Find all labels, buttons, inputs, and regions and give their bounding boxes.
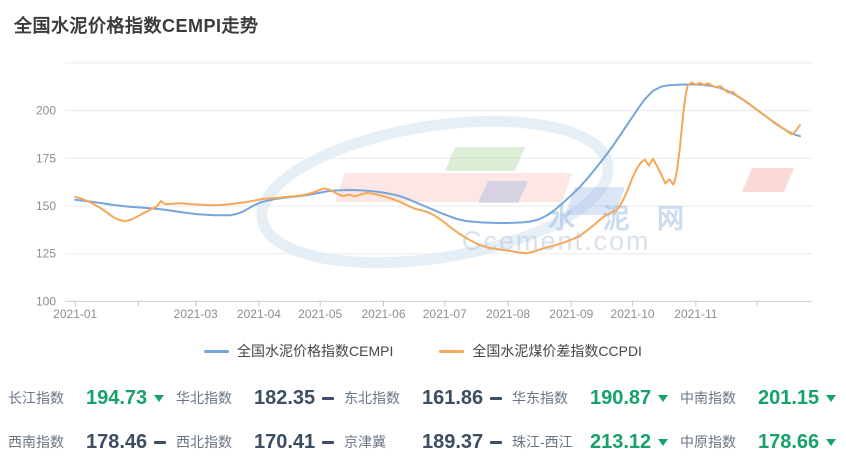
index-cell: 珠江-西江 213.12 <box>512 431 680 454</box>
indices-row-2: 西南指数 178.46 西北指数 170.41 京津冀 189.37 珠江-西江 213.12… <box>0 420 846 464</box>
x-axis-label: 2021-07 <box>423 307 467 321</box>
index-label: 东北指数 <box>344 390 400 406</box>
index-label: 华东指数 <box>512 390 568 406</box>
index-value: 161.86 <box>422 386 484 409</box>
watermark-en-text: Ccement.com <box>462 226 651 256</box>
watermark-shape <box>478 181 528 203</box>
trend-down-icon <box>826 438 837 446</box>
index-cell: 东北指数 161.86 <box>344 387 512 410</box>
y-axis-label: 175 <box>36 151 56 165</box>
index-label: 珠江-西江 <box>512 434 573 450</box>
watermark-shape <box>742 168 794 192</box>
watermark-swoosh-icon <box>256 115 614 269</box>
legend-label-cempi: 全国水泥价格指数CEMPI <box>237 343 394 359</box>
index-value: 213.12 <box>590 430 652 453</box>
index-cell: 西南指数 178.46 <box>8 431 176 454</box>
watermark-cn-text: 水 泥 网 <box>548 204 694 234</box>
index-cell: 华北指数 182.35 <box>176 387 344 410</box>
y-axis-label: 150 <box>36 199 56 213</box>
index-label: 长江指数 <box>8 390 64 406</box>
index-value: 201.15 <box>758 386 820 409</box>
y-axis-label: 100 <box>36 294 56 308</box>
x-axis-label: 2021-11 <box>674 307 717 321</box>
x-axis-label: 2021-03 <box>174 307 218 321</box>
index-value: 178.66 <box>758 430 820 453</box>
ccpdi-series-line <box>74 81 801 255</box>
index-label: 华北指数 <box>176 390 232 406</box>
index-label: 京津冀 <box>344 434 386 450</box>
index-label: 中南指数 <box>680 390 736 406</box>
trend-flat-icon <box>322 440 335 444</box>
x-axis-label: 2021-08 <box>486 307 530 321</box>
regional-indices-panel: 长江指数 194.73 华北指数 182.35 东北指数 161.86 华东指数 190.87… <box>0 376 846 464</box>
trend-flat-icon <box>154 440 167 444</box>
page-title: 全国水泥价格指数CEMPI走势 <box>14 16 259 36</box>
index-cell: 长江指数 194.73 <box>8 387 176 410</box>
legend-item-cempi[interactable]: 全国水泥价格指数CEMPI <box>204 341 393 361</box>
index-cell: 华东指数 190.87 <box>512 387 680 410</box>
ccpdi-line-swatch <box>439 349 465 353</box>
index-cell: 西北指数 170.41 <box>176 431 344 454</box>
watermark-shape <box>335 173 572 202</box>
index-value: 170.41 <box>254 430 316 453</box>
trend-flat-icon <box>490 440 503 444</box>
chart-legend: 全国水泥价格指数CEMPI 全国水泥煤价差指数CCPDI <box>0 341 846 361</box>
legend-label-ccpdi: 全国水泥煤价差指数CCPDI <box>472 343 642 359</box>
y-axis-label: 200 <box>36 104 56 118</box>
trend-flat-icon <box>490 396 503 400</box>
indices-row-1: 长江指数 194.73 华北指数 182.35 东北指数 161.86 华东指数 190.87… <box>0 376 846 420</box>
index-cell: 中南指数 201.15 <box>680 387 846 410</box>
index-value: 194.73 <box>86 386 148 409</box>
index-label: 西北指数 <box>176 434 232 450</box>
trend-down-icon <box>658 394 669 402</box>
trend-down-icon <box>658 438 669 446</box>
cempi-line-swatch <box>204 349 230 353</box>
index-value: 178.46 <box>86 430 148 453</box>
index-label: 中原指数 <box>680 434 736 450</box>
index-value: 189.37 <box>422 430 484 453</box>
x-axis-label: 2021-06 <box>361 307 405 321</box>
x-axis-label: 2021-01 <box>53 307 97 321</box>
index-cell: 中原指数 178.66 <box>680 431 846 454</box>
x-axis-label: 2021-10 <box>611 307 655 321</box>
trend-down-icon <box>826 394 837 402</box>
trend-down-icon <box>154 394 165 402</box>
x-axis-label: 2021-05 <box>298 307 342 321</box>
index-label: 西南指数 <box>8 434 64 450</box>
index-cell: 京津冀 189.37 <box>344 431 512 454</box>
legend-item-ccpdi[interactable]: 全国水泥煤价差指数CCPDI <box>439 341 642 361</box>
index-value: 182.35 <box>254 386 316 409</box>
watermark-shape <box>445 147 525 171</box>
index-value: 190.87 <box>590 386 652 409</box>
x-axis-label: 2021-04 <box>237 307 281 321</box>
x-axis-label: 2021-09 <box>549 307 593 321</box>
watermark-shape <box>565 187 625 215</box>
trend-flat-icon <box>322 396 335 400</box>
cempi-series-line <box>74 83 801 224</box>
y-axis-label: 125 <box>36 247 56 261</box>
